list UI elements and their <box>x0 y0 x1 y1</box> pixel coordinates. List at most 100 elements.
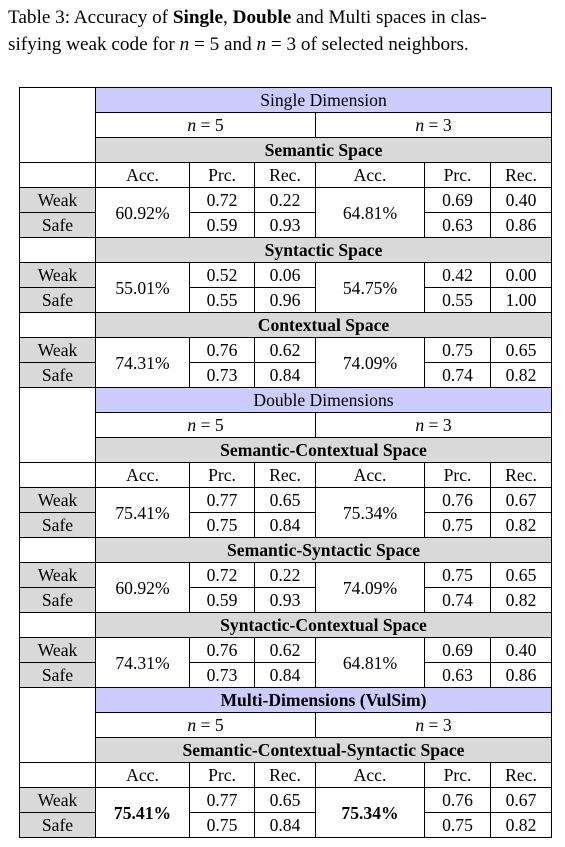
recall-weak-n5: 0.22 <box>254 187 316 213</box>
row-label-weak: Weak <box>19 337 96 363</box>
n-symbol: n <box>415 715 425 735</box>
section-title: Single Dimension <box>95 87 552 113</box>
n-symbol: n <box>415 415 425 435</box>
precision-weak-n3: 0.76 <box>424 487 491 513</box>
table-caption: Table 3: Accuracy of Single, Double and … <box>8 4 560 58</box>
recall-weak-n3: 0.40 <box>490 187 552 213</box>
n3-header: n = 3 <box>315 112 552 138</box>
empty-corner-cell <box>19 537 96 563</box>
caption-double: Double <box>232 7 292 28</box>
precision-safe-n5: 0.73 <box>189 662 255 688</box>
space-title: Semantic-Contextual-Syntactic Space <box>95 737 552 763</box>
section-title: Multi-Dimensions (VulSim) <box>95 687 552 713</box>
space-title: Contextual Space <box>95 312 552 338</box>
row-label-weak: Weak <box>19 637 96 663</box>
row-label-weak: Weak <box>19 262 96 288</box>
space-title: Syntactic Space <box>95 237 552 263</box>
rec-header: Rec. <box>490 162 552 188</box>
row-label-safe: Safe <box>19 287 96 313</box>
precision-safe-n5: 0.55 <box>189 287 255 313</box>
row-label-safe: Safe <box>19 812 96 838</box>
acc-header: Acc. <box>95 762 190 788</box>
row-label-weak: Weak <box>19 787 96 813</box>
precision-safe-n5: 0.59 <box>189 212 255 238</box>
row-label-safe: Safe <box>19 512 96 538</box>
n-value: = 5 <box>196 415 224 435</box>
prc-header: Prc. <box>189 762 255 788</box>
caption-single: Single <box>172 7 223 28</box>
empty-corner-cell <box>19 612 96 638</box>
precision-weak-n5: 0.72 <box>189 187 255 213</box>
caption-n: n <box>179 34 190 55</box>
accuracy-n5: 75.41% <box>95 787 190 838</box>
precision-safe-n5: 0.75 <box>189 512 255 538</box>
n3-header: n = 3 <box>315 712 552 738</box>
accuracy-n5: 74.31% <box>95 337 190 388</box>
section-title: Double Dimensions <box>95 387 552 413</box>
precision-weak-n5: 0.76 <box>189 337 255 363</box>
n3-header: n = 3 <box>315 412 552 438</box>
recall-safe-n3: 0.86 <box>490 662 552 688</box>
empty-corner-cell <box>19 237 96 263</box>
acc-header: Acc. <box>315 762 425 788</box>
precision-weak-n3: 0.75 <box>424 562 491 588</box>
n5-header: n = 5 <box>95 412 316 438</box>
recall-safe-n5: 0.93 <box>254 587 316 613</box>
recall-safe-n3: 0.82 <box>490 587 552 613</box>
accuracy-n3: 75.34% <box>315 787 425 838</box>
precision-safe-n3: 0.75 <box>424 512 491 538</box>
n-symbol: n <box>415 115 425 135</box>
row-label-safe: Safe <box>19 662 96 688</box>
recall-weak-n3: 0.00 <box>490 262 552 288</box>
empty-corner-cell <box>19 462 96 488</box>
recall-weak-n5: 0.62 <box>254 637 316 663</box>
precision-weak-n3: 0.76 <box>424 787 491 813</box>
recall-weak-n5: 0.06 <box>254 262 316 288</box>
empty-corner-cell <box>19 387 96 463</box>
acc-header: Acc. <box>315 162 425 188</box>
accuracy-n5: 60.92% <box>95 562 190 613</box>
precision-weak-n5: 0.77 <box>189 487 255 513</box>
row-label-weak: Weak <box>19 487 96 513</box>
n-symbol: n <box>187 415 197 435</box>
accuracy-n5: 74.31% <box>95 637 190 688</box>
accuracy-n3: 54.75% <box>315 262 425 313</box>
caption-text: and Multi spaces in clas- <box>291 7 487 28</box>
acc-header: Acc. <box>95 462 190 488</box>
recall-safe-n3: 1.00 <box>490 287 552 313</box>
n-value: = 5 <box>196 715 224 735</box>
precision-safe-n3: 0.74 <box>424 362 491 388</box>
recall-weak-n5: 0.62 <box>254 337 316 363</box>
accuracy-n3: 75.34% <box>315 487 425 538</box>
empty-corner-cell <box>19 687 96 763</box>
rec-header: Rec. <box>254 162 316 188</box>
precision-weak-n5: 0.77 <box>189 787 255 813</box>
recall-weak-n5: 0.65 <box>254 787 316 813</box>
accuracy-n3: 64.81% <box>315 637 425 688</box>
caption-text: Table 3: Accuracy of <box>8 7 173 28</box>
empty-corner-cell <box>19 312 96 338</box>
precision-weak-n5: 0.52 <box>189 262 255 288</box>
precision-weak-n5: 0.76 <box>189 637 255 663</box>
recall-safe-n5: 0.84 <box>254 662 316 688</box>
recall-safe-n5: 0.96 <box>254 287 316 313</box>
n-value: = 3 <box>424 415 452 435</box>
space-title: Semantic-Syntactic Space <box>95 537 552 563</box>
rec-header: Rec. <box>490 462 552 488</box>
recall-safe-n5: 0.93 <box>254 212 316 238</box>
caption-text: = 5 and <box>189 34 257 55</box>
rec-header: Rec. <box>254 762 316 788</box>
caption-text: , <box>223 7 233 28</box>
recall-safe-n5: 0.84 <box>254 812 316 838</box>
recall-weak-n5: 0.22 <box>254 562 316 588</box>
n-symbol: n <box>187 115 197 135</box>
precision-safe-n5: 0.59 <box>189 587 255 613</box>
space-title: Semantic-Contextual Space <box>95 437 552 463</box>
precision-safe-n5: 0.75 <box>189 812 255 838</box>
recall-safe-n3: 0.82 <box>490 362 552 388</box>
acc-header: Acc. <box>315 462 425 488</box>
n5-header: n = 5 <box>95 712 316 738</box>
empty-corner-cell <box>19 162 96 188</box>
n-value: = 3 <box>424 115 452 135</box>
